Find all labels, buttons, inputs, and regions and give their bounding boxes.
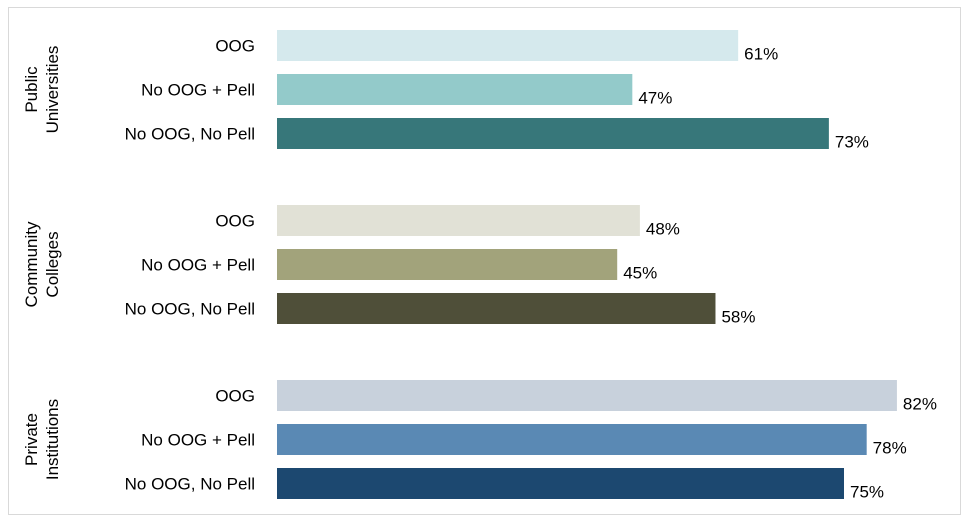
category-label: No OOG, No Pell xyxy=(125,475,255,494)
bar xyxy=(277,30,739,61)
category-label: OOG xyxy=(215,212,255,231)
category-label: No OOG + Pell xyxy=(141,81,255,100)
bar xyxy=(277,424,867,455)
bar xyxy=(277,249,618,280)
group-label: Community Colleges xyxy=(22,221,62,307)
bar xyxy=(277,205,640,236)
value-label: 58% xyxy=(721,308,755,327)
value-label: 82% xyxy=(903,395,937,414)
bar xyxy=(277,380,897,411)
category-label: OOG xyxy=(215,387,255,406)
group-label: Private Institutions xyxy=(22,399,62,480)
category-label: OOG xyxy=(215,37,255,56)
group-label-line: Institutions xyxy=(43,399,62,480)
value-label: 61% xyxy=(744,45,778,64)
bar xyxy=(277,118,829,149)
group-label: Public Universities xyxy=(22,46,62,134)
category-label: No OOG, No Pell xyxy=(125,125,255,144)
bar xyxy=(277,293,716,324)
bar xyxy=(277,468,844,499)
value-label: 75% xyxy=(850,483,884,502)
category-label: No OOG, No Pell xyxy=(125,300,255,319)
value-label: 47% xyxy=(638,89,672,108)
category-label: No OOG + Pell xyxy=(141,256,255,275)
value-label: 45% xyxy=(623,264,657,283)
value-label: 73% xyxy=(835,133,869,152)
group-label-line: Private xyxy=(22,413,41,466)
group-label-line: Universities xyxy=(43,46,62,134)
group-label-line: Community xyxy=(22,221,41,307)
group-label-line: Colleges xyxy=(43,231,62,297)
value-label: 48% xyxy=(646,220,680,239)
category-label: No OOG + Pell xyxy=(141,431,255,450)
group-label-line: Public xyxy=(22,66,41,113)
value-label: 78% xyxy=(873,439,907,458)
bar xyxy=(277,74,633,105)
